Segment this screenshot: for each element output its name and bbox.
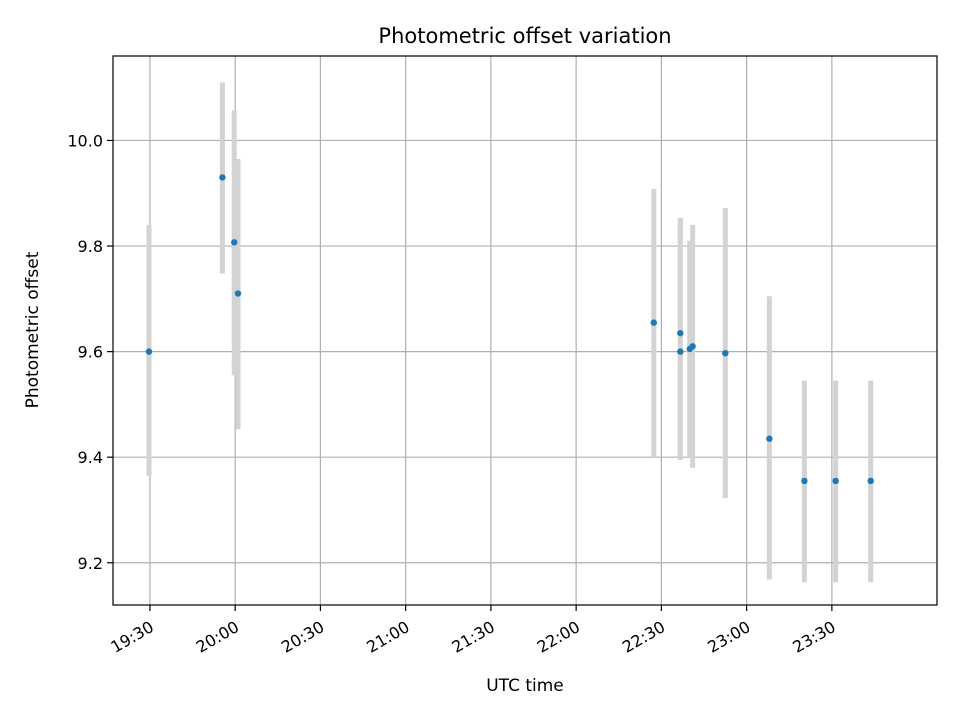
y-axis-label: Photometric offset [23, 251, 43, 408]
x-tick-label: 22:00 [534, 617, 583, 657]
data-point [766, 435, 773, 442]
x-tick-label: 23:00 [704, 617, 753, 657]
error-bars [146, 82, 874, 583]
data-points [145, 174, 874, 485]
data-point [867, 477, 874, 485]
x-tick-label: 22:30 [619, 617, 668, 657]
data-point [722, 349, 729, 357]
chart-title: Photometric offset variation [378, 24, 671, 48]
x-tick-label: 23:30 [789, 617, 838, 657]
y-tick-label: 9.4 [78, 448, 103, 467]
data-point [689, 343, 696, 350]
x-tick-label: 19:30 [108, 617, 157, 657]
data-point [231, 239, 238, 246]
x-tick-label: 20:00 [193, 617, 242, 657]
data-point [650, 319, 658, 326]
y-tick-label: 9.6 [78, 343, 103, 362]
y-axis-ticks: 9.2 9.4 9.6 9.8 10.0 [67, 131, 113, 573]
y-tick-label: 9.8 [78, 237, 103, 256]
data-point [677, 348, 684, 355]
grid-lines [113, 56, 937, 605]
x-tick-label: 20:30 [278, 617, 327, 657]
data-point [677, 329, 684, 337]
data-point [801, 477, 808, 485]
y-tick-label: 9.2 [78, 554, 103, 573]
y-tick-label: 10.0 [67, 131, 103, 150]
data-point [234, 290, 242, 297]
data-point [219, 174, 226, 181]
x-tick-label: 21:00 [363, 617, 412, 657]
x-axis-label: UTC time [486, 676, 564, 696]
plot-frame [112, 55, 938, 606]
x-tick-label: 21:30 [448, 617, 497, 657]
data-point [145, 348, 153, 355]
data-point [832, 477, 839, 485]
x-axis-ticks: 19:30 20:00 20:30 21:00 21:30 22:00 22:30 23:00… [108, 605, 839, 657]
